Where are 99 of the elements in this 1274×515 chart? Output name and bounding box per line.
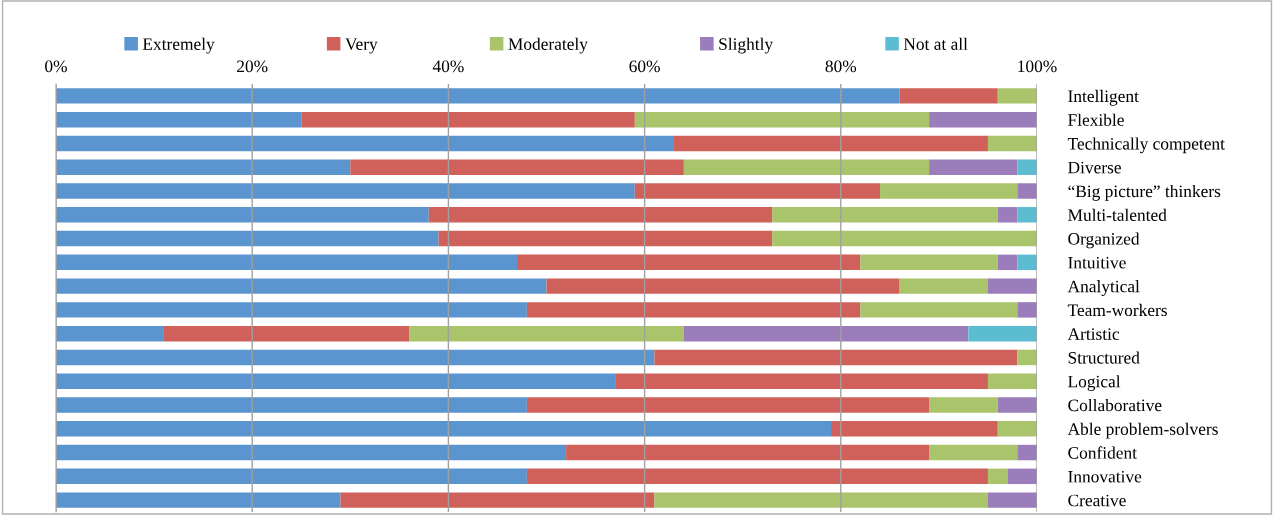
bar <box>997 397 1037 413</box>
bar <box>56 325 164 342</box>
bar <box>683 159 930 175</box>
bar <box>56 207 429 223</box>
bar <box>860 254 998 271</box>
bar <box>517 254 861 271</box>
y-tick-label: Intelligent <box>1068 89 1139 106</box>
bar <box>1017 183 1037 199</box>
bar <box>340 492 655 508</box>
y-tick-label: Technically competent <box>1067 137 1225 154</box>
bar <box>546 278 900 294</box>
bar <box>997 254 1018 271</box>
bar <box>526 302 861 318</box>
bar <box>1017 254 1037 271</box>
bar <box>56 278 547 294</box>
bar <box>968 325 1037 342</box>
bar <box>899 278 988 294</box>
bar <box>997 421 1037 437</box>
bar <box>683 325 969 342</box>
y-tick-label: Organized <box>1068 232 1140 249</box>
bar <box>1007 468 1037 485</box>
bar <box>56 302 527 318</box>
bar <box>929 111 1037 128</box>
y-tick-label: Creative <box>1068 494 1126 507</box>
bar <box>929 444 1018 461</box>
bar <box>301 111 635 128</box>
x-tick-label: 40% <box>432 60 464 73</box>
x-tick-label: 60% <box>629 60 660 73</box>
bar <box>772 230 1037 247</box>
bar <box>880 183 1018 199</box>
bar <box>1017 444 1037 461</box>
bar <box>56 88 900 104</box>
y-tick-label: “Big picture” thinkers <box>1068 184 1221 201</box>
bar <box>929 159 1018 175</box>
y-tick-label: Diverse <box>1068 161 1121 174</box>
bar <box>56 397 527 413</box>
bar <box>56 468 527 485</box>
bar <box>56 254 518 271</box>
x-tick-label: 80% <box>825 60 857 73</box>
bar <box>987 468 1008 485</box>
bar <box>899 88 998 104</box>
legend-label: Slightly <box>719 37 774 54</box>
bar <box>997 207 1018 223</box>
bar <box>350 159 684 175</box>
bar <box>56 444 567 461</box>
x-tick-label: 100% <box>1018 60 1057 73</box>
y-tick-label: Confident <box>1068 446 1137 459</box>
legend-label: Moderately <box>508 37 588 54</box>
x-tick-label: 0% <box>45 60 67 73</box>
bar <box>860 302 1018 318</box>
bar <box>56 373 616 389</box>
legend-label: Extremely <box>142 37 215 54</box>
bar <box>438 230 773 247</box>
bar <box>566 444 930 461</box>
bar <box>772 207 998 223</box>
x-tick-label: 20% <box>237 60 268 73</box>
y-tick-label: Multi-talented <box>1068 208 1167 221</box>
bar <box>987 278 1037 294</box>
bar <box>997 88 1037 104</box>
y-tick-label: Innovative <box>1068 470 1142 483</box>
bar <box>929 397 998 413</box>
bar <box>56 492 341 508</box>
bar <box>654 349 1018 366</box>
bar <box>526 468 988 485</box>
bar <box>409 325 684 342</box>
bar <box>987 135 1037 152</box>
bar <box>654 492 988 508</box>
bar <box>1017 349 1037 366</box>
bar <box>634 183 881 199</box>
bar <box>56 111 302 128</box>
y-tick-label: Collaborative <box>1068 398 1162 412</box>
legend-label: Not at all <box>903 37 968 50</box>
bar <box>526 397 930 413</box>
bar <box>1017 207 1037 223</box>
bar <box>163 325 410 342</box>
y-tick-label: Artistic <box>1067 328 1120 340</box>
bar <box>56 349 655 366</box>
bar <box>615 373 988 389</box>
y-tick-label: Analytical <box>1067 280 1140 296</box>
y-tick-label: Team-workers <box>1067 303 1167 317</box>
bar <box>56 159 351 175</box>
bar <box>56 183 635 199</box>
bar <box>1017 159 1037 175</box>
bar <box>1017 302 1037 318</box>
legend-label: Very <box>345 38 378 54</box>
bar <box>987 492 1037 508</box>
bar <box>674 135 988 152</box>
bar <box>56 135 675 152</box>
y-tick-label: Able problem-solvers <box>1067 422 1218 439</box>
y-tick-label: Intuitive <box>1068 256 1126 269</box>
bar <box>428 207 773 223</box>
bar <box>56 421 831 437</box>
y-tick-label: Logical <box>1068 375 1121 391</box>
bar <box>634 111 930 128</box>
bar <box>56 230 439 247</box>
y-tick-label: Flexible <box>1068 113 1124 126</box>
bar <box>987 373 1037 389</box>
y-tick-label: Structured <box>1068 351 1140 364</box>
bar <box>830 421 998 437</box>
